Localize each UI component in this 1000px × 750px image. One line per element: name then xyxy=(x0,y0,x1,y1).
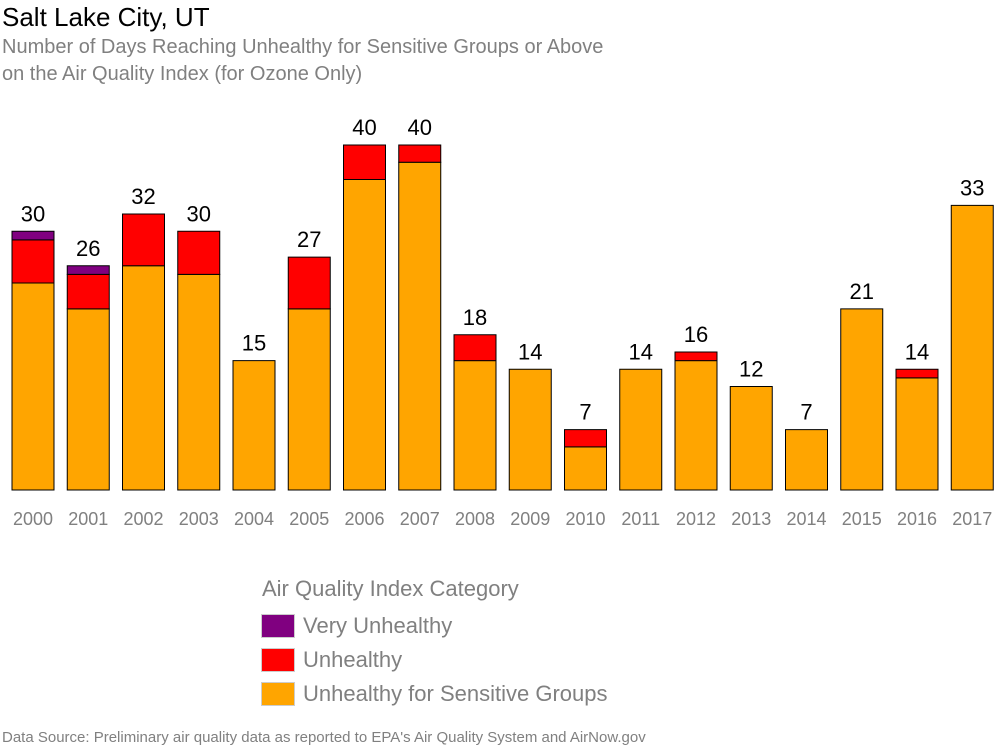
data-label-2004: 15 xyxy=(242,331,266,356)
data-label-2002: 32 xyxy=(131,184,155,209)
data-label-2011: 14 xyxy=(629,339,653,364)
x-tick-label-2017: 2017 xyxy=(952,509,992,529)
bar-unhealthy-for-sensitive-groups-2016 xyxy=(895,377,939,491)
x-tick-label-2011: 2011 xyxy=(621,509,660,529)
bar-unhealthy-2002 xyxy=(122,213,165,267)
x-tick-label-2015: 2015 xyxy=(842,509,882,529)
bar-unhealthy-for-sensitive-groups-2006 xyxy=(343,179,386,491)
bar-unhealthy-for-sensitive-groups-2012 xyxy=(674,360,718,491)
x-tick-label-2006: 2006 xyxy=(344,509,384,529)
bar-unhealthy-for-sensitive-groups-2009 xyxy=(508,368,552,491)
bar-very-unhealthy-2000 xyxy=(11,230,55,241)
x-tick-label-2010: 2010 xyxy=(565,509,605,529)
chart-subtitle-line-2: on the Air Quality Index (for Ozone Only… xyxy=(2,63,363,85)
data-label-2007: 40 xyxy=(408,115,432,140)
legend-title: Air Quality Index Category xyxy=(262,576,519,601)
x-tick-label-2008: 2008 xyxy=(455,509,495,529)
bar-unhealthy-for-sensitive-groups-2014 xyxy=(785,429,828,491)
legend-item-unhealthy: Unhealthy xyxy=(261,647,402,673)
chart-title: Salt Lake City, UT xyxy=(2,2,210,32)
bar-unhealthy-2010 xyxy=(564,429,607,448)
bar-unhealthy-2006 xyxy=(343,144,386,180)
bar-unhealthy-2007 xyxy=(398,144,442,163)
x-tick-label-2002: 2002 xyxy=(123,509,163,529)
legend-item-very-unhealthy: Very Unhealthy xyxy=(261,613,452,639)
x-tick-label-2004: 2004 xyxy=(234,509,274,529)
bar-unhealthy-2005 xyxy=(287,256,331,310)
x-tick-label-2003: 2003 xyxy=(179,509,219,529)
data-label-2006: 40 xyxy=(352,115,376,140)
bar-unhealthy-for-sensitive-groups-2017 xyxy=(950,204,994,491)
legend-label-unhealthy-sensitive: Unhealthy for Sensitive Groups xyxy=(303,681,608,706)
bar-unhealthy-for-sensitive-groups-2003 xyxy=(177,273,221,491)
x-tick-label-2012: 2012 xyxy=(676,509,716,529)
bar-unhealthy-for-sensitive-groups-2013 xyxy=(729,386,773,491)
legend-label-unhealthy: Unhealthy xyxy=(303,647,403,672)
bar-very-unhealthy-2001 xyxy=(66,265,110,275)
bar-unhealthy-for-sensitive-groups-2015 xyxy=(840,308,884,491)
data-label-2016: 14 xyxy=(905,339,929,364)
data-label-2003: 30 xyxy=(187,201,211,226)
bar-unhealthy-for-sensitive-groups-2004 xyxy=(232,360,276,491)
x-tick-label-2009: 2009 xyxy=(510,509,550,529)
data-source-note: Data Source: Preliminary air quality dat… xyxy=(2,729,646,746)
chart-subtitle-line-1: Number of Days Reaching Unhealthy for Se… xyxy=(2,36,604,58)
data-label-2005: 27 xyxy=(297,227,321,252)
bar-unhealthy-2016 xyxy=(895,368,939,379)
data-label-2000: 30 xyxy=(21,201,45,226)
legend-swatch-unhealthy-sensitive xyxy=(261,682,295,706)
data-label-2012: 16 xyxy=(684,322,708,347)
data-label-2008: 18 xyxy=(463,305,487,330)
data-label-2017: 33 xyxy=(960,175,984,200)
legend-swatch-very-unhealthy xyxy=(261,614,295,638)
x-tick-label-2000: 2000 xyxy=(13,509,53,529)
bar-unhealthy-2012 xyxy=(674,351,718,362)
bar-unhealthy-for-sensitive-groups-2010 xyxy=(564,446,607,491)
data-label-2001: 26 xyxy=(76,236,100,261)
bar-chart: 30 2000 26 2001 32 2002 30 2003 15 2004 27 2005 40 20… xyxy=(11,115,994,529)
x-tick-label-2007: 2007 xyxy=(400,509,440,529)
legend-label-very-unhealthy: Very Unhealthy xyxy=(303,613,453,638)
bar-unhealthy-for-sensitive-groups-2011 xyxy=(619,368,663,491)
data-label-2009: 14 xyxy=(518,339,542,364)
bar-unhealthy-for-sensitive-groups-2005 xyxy=(287,308,331,491)
bar-unhealthy-for-sensitive-groups-2000 xyxy=(11,282,55,491)
x-tick-label-2016: 2016 xyxy=(897,509,937,529)
x-tick-label-2014: 2014 xyxy=(786,509,826,529)
x-tick-label-2013: 2013 xyxy=(731,509,771,529)
bar-unhealthy-2003 xyxy=(177,230,221,275)
data-label-2013: 12 xyxy=(739,357,763,382)
x-tick-label-2001: 2001 xyxy=(68,509,108,529)
data-label-2015: 21 xyxy=(850,279,874,304)
data-label-2014: 7 xyxy=(800,400,812,425)
bar-unhealthy-for-sensitive-groups-2002 xyxy=(122,265,165,491)
data-label-2010: 7 xyxy=(579,400,591,425)
bar-unhealthy-for-sensitive-groups-2007 xyxy=(398,161,442,491)
x-tick-label-2005: 2005 xyxy=(289,509,329,529)
bar-unhealthy-for-sensitive-groups-2008 xyxy=(453,360,497,491)
bar-unhealthy-2000 xyxy=(11,239,55,284)
legend-item-unhealthy-sensitive: Unhealthy for Sensitive Groups xyxy=(261,681,608,707)
bar-unhealthy-2001 xyxy=(66,273,110,310)
bar-unhealthy-for-sensitive-groups-2001 xyxy=(66,308,110,491)
bar-unhealthy-2008 xyxy=(453,334,497,362)
legend-swatch-unhealthy xyxy=(261,648,295,672)
